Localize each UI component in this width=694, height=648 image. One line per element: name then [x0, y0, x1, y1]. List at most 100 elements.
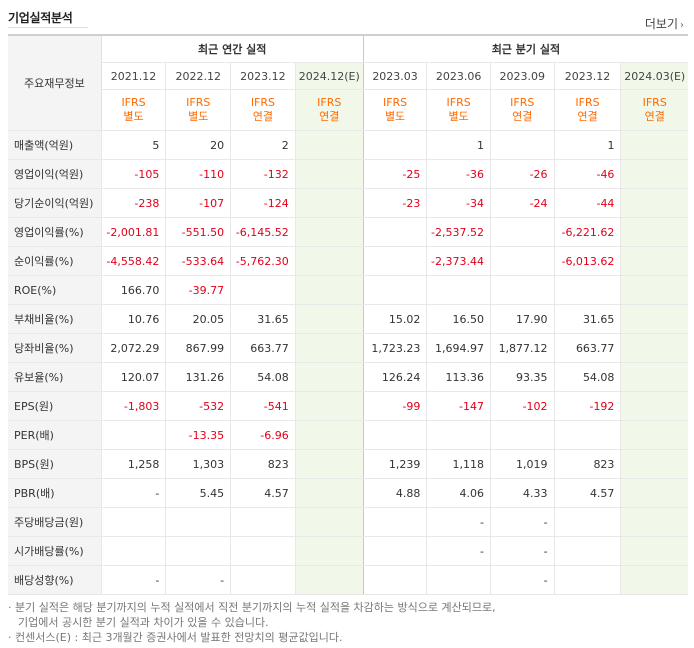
table-cell: -1,803: [101, 391, 167, 421]
row-label: 당좌비율(%): [8, 333, 102, 363]
row-label: 시가배당률(%): [8, 536, 102, 566]
accounting-type: IFRS 연결: [620, 89, 688, 131]
type-row: IFRS 별도 IFRS 별도 IFRS 연결 IFRS 연결 IFRS 별도 IFRS 별도 IFRS…: [8, 89, 688, 131]
table-cell: -: [490, 565, 555, 595]
table-cell: 663.77: [554, 333, 622, 363]
table-cell: [620, 333, 688, 363]
table-row: 부채비율(%) 10.76 20.05 31.65 15.02 16.50 17.90 31.…: [8, 304, 688, 334]
table-row: 당기순이익(억원) -238 -107 -124 -23 -34 -24 -44: [8, 188, 688, 218]
table-row: 영업이익(억원) -105 -110 -132 -25 -36 -26 -46: [8, 159, 688, 189]
table-cell: -36: [426, 159, 491, 189]
table-cell: 54.08: [230, 362, 296, 392]
table-cell: 1: [554, 130, 622, 160]
corner-label: 주요재무정보: [8, 34, 102, 131]
table-cell: [620, 391, 688, 421]
table-cell: [620, 275, 688, 305]
table-cell: [230, 275, 296, 305]
table-cell: 1,019: [490, 449, 555, 479]
table-cell: -46: [554, 159, 622, 189]
table-cell: 93.35: [490, 362, 555, 392]
table-cell: -105: [101, 159, 167, 189]
table-cell: 31.65: [554, 304, 622, 334]
table-cell: [363, 507, 428, 537]
table-cell: -541: [230, 391, 296, 421]
note-quarterly: · 분기 실적은 해당 분기까지의 누적 실적에서 직전 분기까지의 누적 실적…: [8, 601, 496, 614]
table-cell: [620, 536, 688, 566]
period-header: 2024.12(E): [295, 62, 364, 90]
table-cell: 1,258: [101, 449, 167, 479]
table-cell: [101, 507, 167, 537]
table-cell: [620, 449, 688, 479]
row-label: 영업이익(억원): [8, 159, 102, 189]
table-cell: 113.36: [426, 362, 491, 392]
more-link[interactable]: 더보기 ›: [645, 15, 684, 32]
report-basis: 연결: [319, 110, 340, 123]
more-label: 더보기: [644, 17, 678, 31]
table-cell: 1,118: [426, 449, 491, 479]
table-cell: [620, 420, 688, 450]
table-cell: [363, 246, 428, 276]
table-cell: -34: [426, 188, 491, 218]
table-cell: 4.33: [490, 478, 555, 508]
table-cell: [620, 188, 688, 218]
ifrs-label: IFRS: [121, 96, 146, 109]
table-cell: -24: [490, 188, 555, 218]
table-cell: -44: [554, 188, 622, 218]
table-cell: -551.50: [165, 217, 232, 247]
period-header: 2024.03(E): [620, 62, 688, 90]
table-cell: 2,072.29: [101, 333, 167, 363]
row-label: PER(배): [8, 420, 102, 450]
table-cell: [295, 391, 364, 421]
table-cell: [426, 420, 491, 450]
accounting-type: IFRS 연결: [295, 89, 364, 131]
table-cell: [363, 275, 428, 305]
note-consensus: · 컨센서스(E) : 최근 3개월간 증권사에서 발표한 전망치의 평균값입니…: [8, 631, 343, 644]
table-body: 매출액(억원) 5 20 2 1 1 영업이익(억원) -105 -110 -132 -25 -36-…: [8, 130, 688, 595]
period-header: 2023.09: [490, 62, 555, 90]
table-cell: [490, 420, 555, 450]
accounting-type: IFRS 연결: [230, 89, 296, 131]
table-cell: [620, 217, 688, 247]
row-label: 영업이익률(%): [8, 217, 102, 247]
accounting-type: IFRS 별도: [165, 89, 232, 131]
table-row: 영업이익률(%) -2,001.81 -551.50 -6,145.52 -2,537.…: [8, 217, 688, 247]
table-cell: 867.99: [165, 333, 232, 363]
report-basis: 별도: [123, 110, 144, 123]
table-cell: 15.02: [363, 304, 428, 334]
table-cell: [165, 507, 232, 537]
table-cell: 120.07: [101, 362, 167, 392]
title-underline: [8, 27, 88, 28]
ifrs-label: IFRS: [382, 96, 408, 109]
period-header: 2023.12: [554, 62, 622, 90]
table-cell: 1,877.12: [490, 333, 555, 363]
report-basis: 연결: [512, 110, 533, 123]
table-row: PBR(배) -5.45 4.57 4.88 4.06 4.33 4.57: [8, 478, 688, 508]
table-cell: [620, 565, 688, 595]
row-label: EPS(원): [8, 391, 102, 421]
ifrs-label: IFRS: [642, 96, 667, 109]
table-cell: [554, 420, 622, 450]
table-cell: 31.65: [230, 304, 296, 334]
table-cell: [620, 507, 688, 537]
table-cell: -238: [101, 188, 167, 218]
table-cell: -2,001.81: [101, 217, 167, 247]
table-cell: 10.76: [101, 304, 167, 334]
table-cell: -192: [554, 391, 622, 421]
table-cell: -: [101, 565, 167, 595]
table-cell: [295, 333, 364, 363]
table-cell: [554, 565, 622, 595]
table-cell: [490, 130, 555, 160]
table-row: BPS(원) 1,258 1,303 823 1,239 1,118 1,019 823: [8, 449, 688, 479]
table-row: 매출액(억원) 5 20 2 1 1: [8, 130, 688, 160]
table-cell: -533.64: [165, 246, 232, 276]
table-cell: -132: [230, 159, 296, 189]
table-cell: 126.24: [363, 362, 428, 392]
table-cell: [295, 507, 364, 537]
table-cell: -: [165, 565, 232, 595]
table-cell: -: [426, 507, 491, 537]
table-cell: -: [426, 536, 491, 566]
table-cell: [363, 420, 428, 450]
table-cell: 16.50: [426, 304, 491, 334]
table-cell: -124: [230, 188, 296, 218]
table-cell: 1,239: [363, 449, 428, 479]
